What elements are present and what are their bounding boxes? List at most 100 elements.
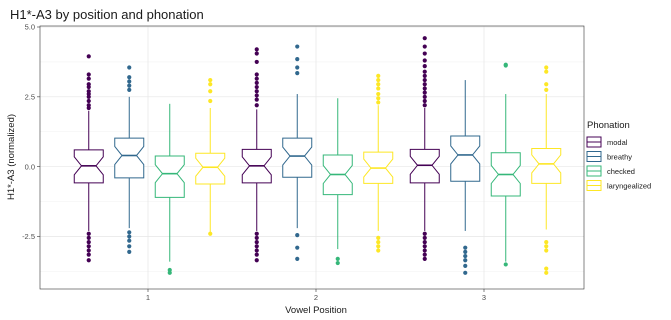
legend-key-breathy: breathy (586, 151, 632, 162)
outlier-point (463, 258, 468, 263)
outlier-point (127, 83, 132, 88)
box-modal-2 (241, 109, 272, 231)
outlier-point (422, 44, 427, 49)
outlier-point (254, 239, 259, 245)
box-checked-1 (154, 103, 185, 262)
outlier-point (208, 98, 213, 104)
outlier-point (86, 94, 91, 99)
outlier-point (127, 244, 132, 249)
outlier-point (503, 262, 508, 267)
outlier-point (376, 86, 381, 91)
outlier-point (544, 87, 549, 92)
outlier-point (422, 256, 427, 261)
outlier-point (127, 230, 132, 235)
outlier-point (422, 252, 427, 257)
outlier-point (254, 244, 259, 249)
y-tick-label: 5.0 (25, 23, 35, 32)
outlier-point (254, 248, 259, 253)
outlier-point (376, 100, 381, 105)
outlier-point (86, 98, 91, 104)
outlier-point (422, 82, 427, 87)
outlier-point (295, 70, 300, 76)
outlier-point (422, 248, 427, 253)
outlier-point (376, 248, 381, 253)
outlier-point (86, 244, 91, 249)
box-breathy-1 (114, 96, 145, 229)
outlier-point (86, 72, 91, 77)
outlier-point (463, 263, 468, 268)
legend-title: Phonation (587, 120, 630, 131)
box-body (195, 152, 226, 185)
outlier-point (422, 86, 427, 91)
outlier-point (208, 77, 213, 83)
outlier-point (544, 239, 549, 245)
outlier-point (127, 234, 132, 239)
outlier-point (295, 233, 300, 238)
y-tick-label: -2.5 (22, 232, 35, 241)
box-modal-3 (409, 108, 440, 231)
outlier-point (86, 248, 91, 253)
outlier-point (422, 64, 427, 69)
outlier-point (463, 249, 468, 254)
legend-label: laryngealized (607, 182, 651, 191)
box-checked-2 (322, 98, 353, 250)
outlier-point (544, 65, 549, 70)
outlier-point (422, 231, 427, 236)
outlier-point (463, 270, 468, 275)
outlier-point (254, 252, 259, 257)
outlier-point (376, 73, 381, 78)
box-laryngealized-3 (531, 94, 562, 230)
outlier-point (86, 235, 91, 241)
x-tick-label: 3 (482, 293, 486, 302)
outlier-point (295, 256, 300, 261)
legend: Phonation modal breathy checked laryngealiz… (586, 120, 651, 191)
outlier-point (127, 79, 132, 84)
outlier-point (295, 245, 300, 250)
x-tick-label: 1 (146, 293, 150, 302)
box-body (409, 148, 440, 184)
outlier-point (127, 238, 132, 243)
outlier-point (295, 57, 300, 62)
outlier-point (376, 82, 381, 87)
outlier-point (503, 63, 508, 68)
outlier-point (254, 47, 259, 52)
x-tick-label: 2 (314, 293, 318, 302)
outlier-point (208, 89, 213, 94)
outlier-point (376, 244, 381, 249)
box-checked-3 (490, 94, 521, 262)
legend-key-checked: checked (586, 165, 635, 177)
outlier-point (422, 36, 427, 41)
legend-label: modal (607, 138, 628, 147)
outlier-point (86, 258, 91, 263)
box-body (114, 137, 145, 179)
outlier-point (376, 235, 381, 241)
legend-key-laryngealized: laryngealized (586, 180, 651, 191)
outlier-point (254, 89, 259, 94)
outlier-point (86, 76, 91, 81)
outlier-point (254, 76, 259, 81)
outlier-point (376, 96, 381, 101)
outlier-point (544, 244, 549, 249)
outlier-point (422, 94, 427, 99)
chart-title: H1*-A3 by position and phonation (10, 7, 204, 22)
outlier-point (376, 239, 381, 245)
box-body (154, 155, 185, 198)
outlier-point (422, 73, 427, 78)
y-tick-label: 0.0 (25, 162, 35, 171)
outlier-point (544, 69, 549, 74)
outlier-point (422, 77, 427, 83)
box-breathy-2 (282, 94, 313, 229)
outlier-point (254, 80, 259, 85)
outlier-point (254, 258, 259, 263)
outlier-point (463, 245, 468, 250)
plot-panel (39, 25, 585, 290)
outlier-point (86, 105, 91, 111)
outlier-point (335, 256, 340, 261)
box-laryngealized-1 (195, 108, 226, 233)
outlier-point (544, 82, 549, 87)
box-breathy-3 (450, 80, 481, 231)
outlier-point (254, 97, 259, 102)
x-axis-title: Vowel Position (285, 305, 347, 316)
outlier-point (86, 84, 91, 90)
outlier-point (376, 77, 381, 83)
